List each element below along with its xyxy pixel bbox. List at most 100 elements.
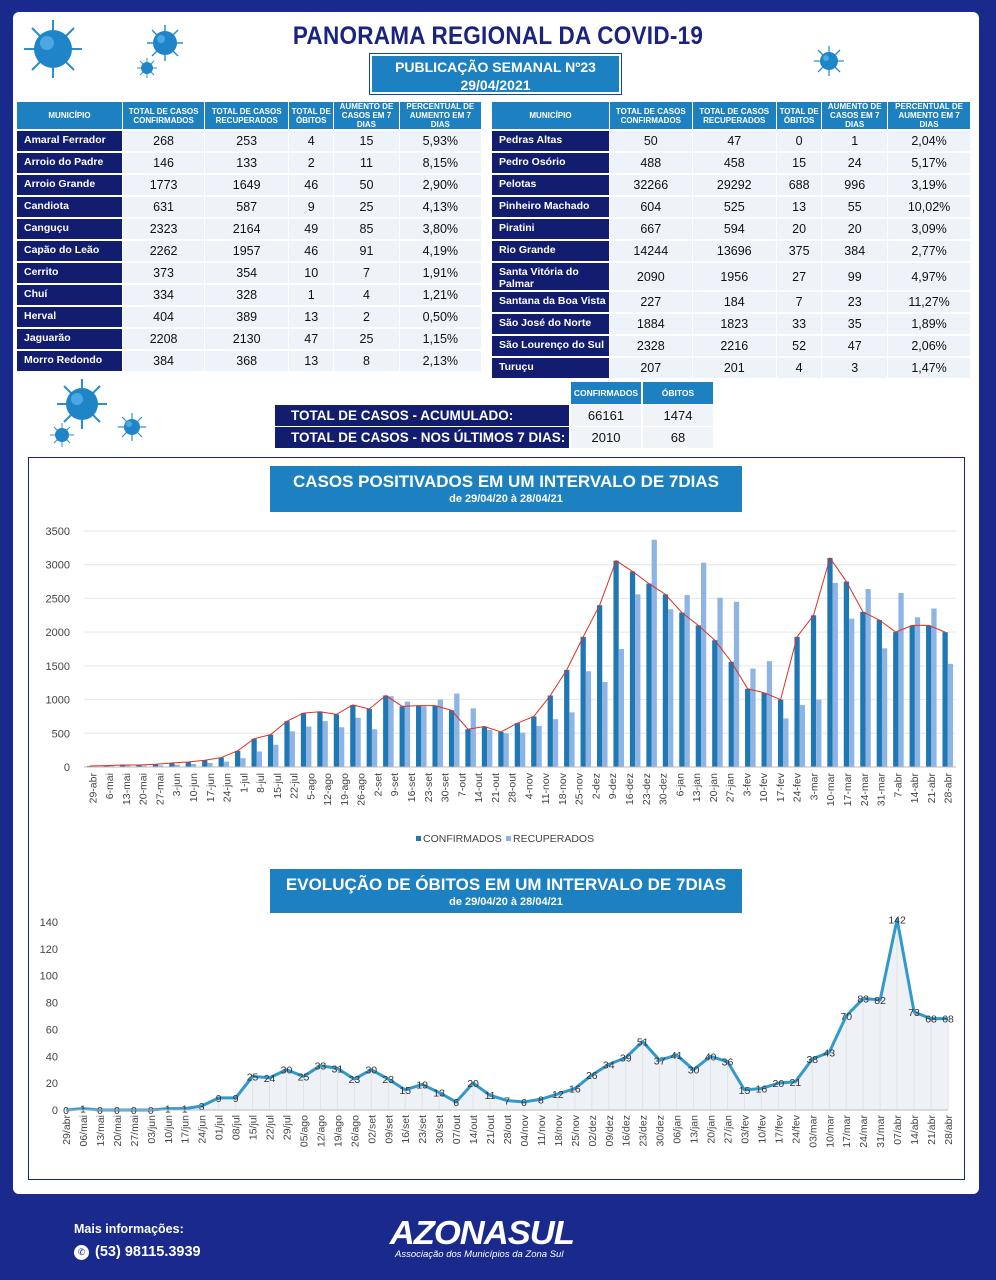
deaths-chart-title: EVOLUÇÃO DE ÓBITOS EM UM INTERVALO DE 7D… [285,875,727,894]
data-label: 25 [298,1071,310,1083]
table-cell: 268 [123,131,206,151]
phone-number[interactable]: (53) 98115.3939 [95,1244,201,1260]
x-tick-label: 19/ago [332,1115,344,1147]
virus-icon [24,20,82,78]
municipality-name: Pelotas [492,175,610,195]
table-cell: 55 [822,197,889,217]
table-cell: 11 [334,153,400,173]
municipality-name: Santana da Boa Vista [492,292,610,312]
bar-recovered [421,706,427,767]
bar-confirmed [333,714,340,767]
x-tick-label: 6-mai [104,773,116,799]
table-row: Santa Vitória do Palmar 2090 1956 27 99 4,97% [492,263,971,290]
data-label: 142 [888,914,906,926]
bar-recovered [651,539,657,767]
table-cell: 8,15% [399,153,482,173]
bar-recovered [454,693,460,767]
y-tick-label: 80 [46,998,58,1010]
x-tick-label: 24-mar [859,773,871,807]
table-row: Pinheiro Machado 604 525 13 55 10,02% [492,197,971,217]
bar-confirmed [728,661,734,767]
x-tick-label: 31-mar [876,773,888,807]
data-label: 30 [281,1065,293,1077]
table-cell: 5,17% [888,153,971,173]
x-tick-label: 9-dez [607,773,619,799]
charts-panel [28,457,965,1180]
table-row: Morro Redondo 384 368 13 8 2,13% [17,351,482,371]
bar-confirmed [119,764,126,767]
table-cell: 1,21% [399,285,482,305]
x-tick-label: 21/out [485,1115,497,1144]
data-label: 68 [942,1014,954,1026]
table-cell: 404 [123,307,206,327]
bar-confirmed [103,765,109,767]
table-cell: 47 [822,336,889,356]
data-label: 41 [671,1050,683,1062]
bar-recovered [158,765,164,767]
deaths-chart-title-box: EVOLUÇÃO DE ÓBITOS EM UM INTERVALO DE 7D… [270,869,742,913]
y-tick-label: 20 [46,1078,58,1090]
bar-confirmed [251,738,257,767]
table-cell: 24 [822,153,889,173]
x-tick-label: 27-jan [725,773,737,802]
x-tick-label: 10-jun [188,773,200,802]
x-tick-label: 3-jun [171,773,183,797]
table-cell: 10,02% [888,197,971,217]
bar-recovered [536,725,542,767]
bar-confirmed [761,692,767,767]
table-cell: 184 [692,292,777,312]
bar-confirmed [564,669,570,767]
table-cell: 15 [334,131,400,151]
azonasul-logo: AZONASUL Associação dos Municípios da Zo… [390,1214,605,1264]
table-cell: 2262 [123,241,206,261]
bar-confirmed [399,706,405,767]
x-tick-label: 14-out [473,773,485,803]
table-row: Canguçu 2323 2164 49 85 3,80% [17,219,482,239]
totals-deaths: 68 [643,427,713,448]
bar-confirmed [810,615,817,767]
table-row: Santana da Boa Vista 227 184 7 23 11,27% [492,292,971,312]
x-tick-label: 02/set [366,1115,378,1144]
x-tick-label: 03/fev [739,1114,751,1143]
municipality-table-left: MUNICÍPIO TOTAL DE CASOS CONFIRMADOS TOTAL… [17,100,482,373]
virus-icon [57,379,107,429]
x-tick-label: 16/dez [621,1115,633,1147]
totals-header-confirmed: CONFIRMADOS [571,382,641,404]
data-label: 34 [603,1059,615,1071]
bar-recovered [520,732,526,767]
table-cell: 4 [776,358,823,378]
table-cell: 49 [289,219,335,239]
bar-recovered [947,663,954,767]
bar-confirmed [267,734,274,767]
table-cell: 133 [205,153,290,173]
table-cell: 3,80% [399,219,482,239]
x-tick-label: 04/nov [519,1114,531,1146]
bar-recovered [881,648,888,767]
y-tick-label: 0 [52,1105,58,1117]
column-header: TOTAL DE ÓBITOS [289,102,335,129]
table-cell: 368 [205,351,290,371]
table-cell: 688 [776,175,823,195]
municipality-name: Pinheiro Machado [492,197,610,217]
table-cell: 1 [822,131,889,151]
data-label: 70 [840,1011,852,1023]
bar-confirmed [465,729,471,767]
table-cell: 8 [334,351,400,371]
data-label: 0 [63,1105,69,1117]
virus-icon [147,25,183,61]
totals-row-accumulated: TOTAL DE CASOS - ACUMULADO: 66161 1474 [275,405,713,426]
x-tick-label: 22-jul [289,773,301,799]
table-cell: 996 [822,175,889,195]
bar-confirmed [679,612,685,767]
table-cell: 15 [776,153,823,173]
data-label: 21 [790,1077,802,1089]
data-label: 15 [399,1085,411,1097]
table-cell: 207 [610,358,693,378]
table-cell: 0,50% [399,307,482,327]
data-label: 11 [485,1090,496,1102]
table-cell: 2 [334,307,400,327]
table-cell: 1649 [205,175,290,195]
y-tick-label: 100 [40,971,58,983]
publication-box: PUBLICAÇÃO SEMANAL Nº23 29/04/2021 [369,53,622,95]
data-label: 8 [538,1094,544,1106]
